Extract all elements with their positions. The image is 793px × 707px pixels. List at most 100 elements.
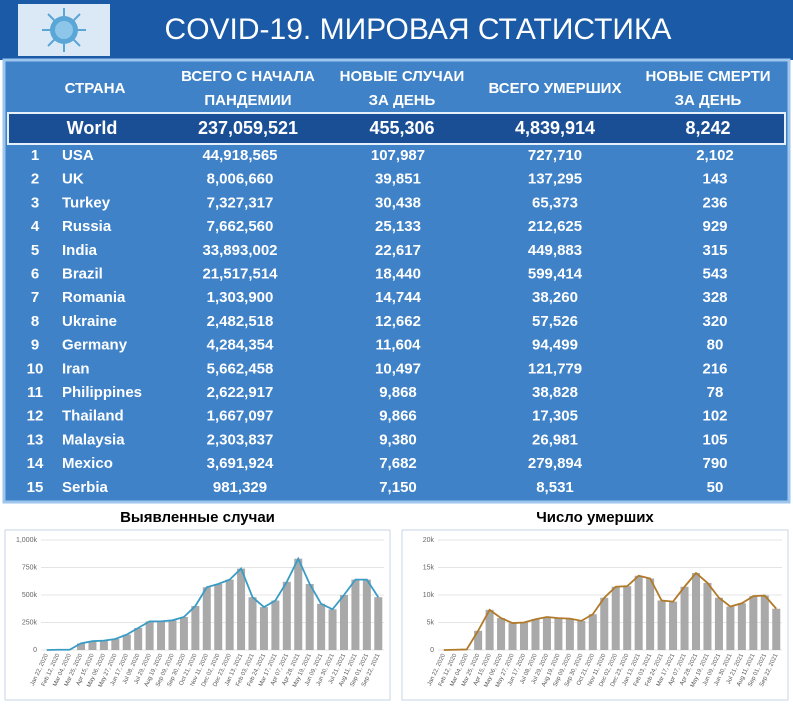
- column-header: НОВЫЕ СЛУЧАИ: [340, 68, 465, 85]
- rank-cell: 11: [27, 384, 43, 401]
- number-cell: 21,517,514: [202, 265, 278, 282]
- world-cell: World: [67, 118, 118, 138]
- bar: [772, 609, 780, 650]
- y-tick-label: 0: [430, 647, 434, 654]
- bar: [180, 617, 188, 650]
- country-cell: Iran: [62, 360, 90, 377]
- number-cell: 38,260: [532, 289, 578, 306]
- bar: [531, 619, 539, 650]
- number-cell: 212,625: [528, 218, 582, 235]
- number-cell: 315: [702, 242, 727, 259]
- number-cell: 8,531: [536, 479, 574, 496]
- number-cell: 7,682: [379, 455, 417, 472]
- column-header: СТРАНА: [65, 80, 126, 97]
- number-cell: 543: [702, 265, 727, 282]
- bar: [351, 580, 359, 650]
- y-tick-label: 20k: [423, 537, 435, 544]
- bar: [554, 618, 562, 650]
- number-cell: 236: [702, 194, 727, 211]
- number-cell: 7,150: [379, 479, 417, 496]
- column-header: ЗА ДЕНЬ: [675, 92, 742, 109]
- column-header: НОВЫЕ СМЕРТИ: [645, 68, 770, 85]
- bar: [543, 617, 551, 650]
- bar: [577, 621, 585, 650]
- number-cell: 449,883: [528, 242, 582, 259]
- number-cell: 9,866: [379, 408, 417, 425]
- bar: [249, 597, 257, 650]
- country-cell: Malaysia: [62, 431, 125, 448]
- bar: [497, 618, 505, 650]
- rank-cell: 15: [27, 479, 44, 496]
- country-cell: Philippines: [62, 384, 142, 401]
- bar: [134, 628, 142, 650]
- rank-cell: 7: [31, 289, 39, 306]
- bar: [283, 582, 291, 650]
- bar: [123, 635, 131, 650]
- number-cell: 328: [702, 289, 727, 306]
- world-cell: 4,839,914: [515, 118, 595, 138]
- number-cell: 7,327,317: [207, 194, 274, 211]
- number-cell: 5,662,458: [207, 360, 274, 377]
- number-cell: 7,662,560: [207, 218, 274, 235]
- y-tick-label: 500k: [22, 592, 38, 599]
- bar: [509, 623, 517, 650]
- bar: [214, 584, 222, 650]
- bar: [146, 621, 154, 650]
- number-cell: 2,102: [696, 147, 734, 164]
- bar: [566, 619, 574, 650]
- number-cell: 107,987: [371, 147, 425, 164]
- bar: [681, 587, 689, 650]
- y-tick-label: 5k: [427, 619, 435, 626]
- number-cell: 11,604: [375, 337, 421, 354]
- number-cell: 2,622,917: [207, 384, 274, 401]
- bar: [260, 607, 268, 650]
- y-tick-label: 10k: [423, 592, 435, 599]
- y-tick-label: 1,000k: [16, 537, 38, 544]
- bar: [612, 587, 620, 650]
- number-cell: 2,303,837: [207, 431, 274, 448]
- number-cell: 137,295: [528, 171, 582, 188]
- rank-cell: 1: [31, 147, 39, 164]
- bar: [237, 569, 245, 650]
- number-cell: 9,380: [379, 431, 417, 448]
- bar: [226, 580, 234, 650]
- rank-cell: 13: [27, 431, 44, 448]
- country-cell: Romania: [62, 289, 126, 306]
- country-cell: Russia: [62, 218, 112, 235]
- bar: [761, 596, 769, 650]
- bar: [317, 604, 325, 650]
- y-tick-label: 0: [33, 647, 37, 654]
- bar: [374, 597, 382, 650]
- number-cell: 2,482,518: [207, 313, 274, 330]
- bar: [340, 595, 348, 650]
- number-cell: 790: [702, 455, 727, 472]
- column-header: ВСЕГО УМЕРШИХ: [489, 80, 622, 97]
- number-cell: 279,894: [528, 455, 583, 472]
- rank-cell: 12: [27, 408, 44, 425]
- world-cell: 237,059,521: [198, 118, 298, 138]
- bar: [658, 601, 666, 651]
- bar: [363, 580, 371, 650]
- number-cell: 78: [707, 384, 724, 401]
- bar: [669, 602, 677, 650]
- number-cell: 9,868: [379, 384, 417, 401]
- number-cell: 38,828: [532, 384, 578, 401]
- number-cell: 18,440: [375, 265, 421, 282]
- country-cell: Germany: [62, 337, 128, 354]
- world-cell: 455,306: [369, 118, 434, 138]
- bar: [329, 609, 337, 650]
- number-cell: 33,893,002: [202, 242, 277, 259]
- number-cell: 80: [707, 337, 724, 354]
- number-cell: 22,617: [375, 242, 421, 259]
- number-cell: 26,981: [532, 431, 578, 448]
- rank-cell: 10: [27, 360, 44, 377]
- country-cell: Ukraine: [62, 313, 117, 330]
- rank-cell: 9: [31, 337, 39, 354]
- bar: [726, 607, 734, 650]
- rank-cell: 3: [31, 194, 39, 211]
- number-cell: 3,691,924: [207, 455, 274, 472]
- column-header: ПАНДЕМИИ: [204, 92, 291, 109]
- page-title: COVID-19. МИРОВАЯ СТАТИСТИКА: [165, 13, 672, 46]
- number-cell: 216: [702, 360, 727, 377]
